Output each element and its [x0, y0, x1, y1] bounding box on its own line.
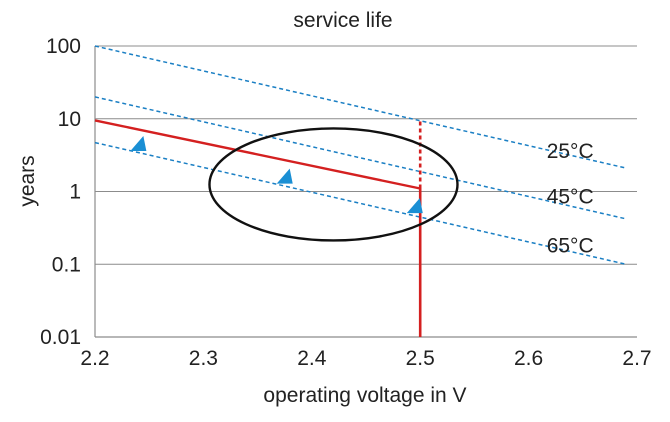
x-tick-label-0: 2.2 [80, 347, 109, 370]
axes-layer [94, 46, 637, 338]
series-layer [94, 45, 627, 266]
x-tick-label-5: 2.7 [622, 347, 651, 370]
y-tick-label-1: 0.1 [52, 253, 81, 276]
y-axis-label: years [16, 155, 39, 206]
x-tick-label-1: 2.3 [189, 347, 218, 370]
x-tick-label-2: 2.4 [297, 347, 327, 370]
ellipse-layer [208, 127, 459, 242]
x-tick-label-3: 2.5 [406, 347, 435, 370]
temperature-label-1: 45°C [547, 186, 594, 209]
y-tick-label-4: 100 [46, 35, 81, 58]
direction-arrow-2 [406, 198, 423, 214]
temperature-label-2: 65°C [547, 235, 594, 258]
y-tick-label-3: 10 [58, 108, 81, 131]
x-axis-label: operating voltage in V [263, 384, 466, 407]
y-tick-label-0: 0.01 [40, 326, 81, 349]
tick-layer: 0.01 0.1 1 10 100 2.2 2.3 2.4 2.5 2.6 2.7 [40, 35, 651, 370]
x-tick-label-4: 2.6 [514, 347, 543, 370]
chart-title: service life [293, 9, 392, 32]
temperature-label-0: 25°C [547, 140, 594, 163]
y-tick-label-2: 1 [69, 181, 81, 204]
arrow-layer [130, 135, 423, 214]
series-line-operating [94, 119, 421, 190]
direction-arrow-1 [276, 168, 293, 184]
direction-arrow-0 [130, 135, 147, 151]
highlight-ellipse [208, 127, 459, 242]
annotation-layer: 25°C 45°C 65°C [547, 140, 594, 258]
